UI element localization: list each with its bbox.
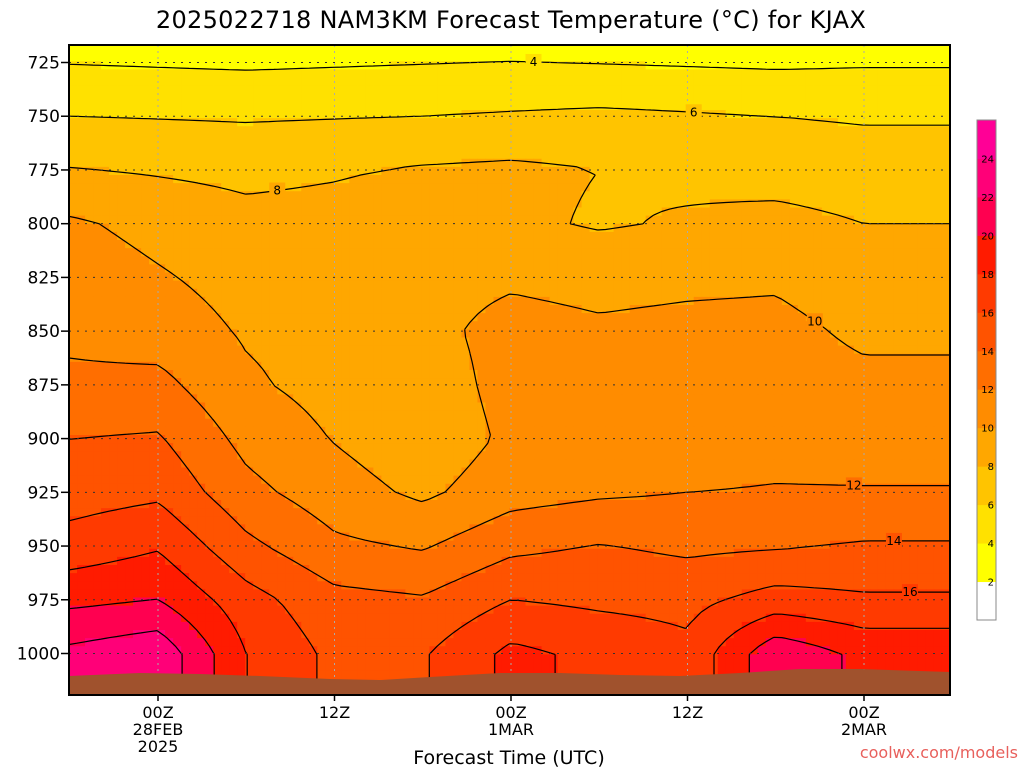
x-tick-label-h6-line0: 00Z bbox=[142, 703, 173, 722]
colorbar-label-16: 16 bbox=[981, 308, 994, 319]
ground-surface bbox=[69, 669, 950, 695]
colorbar-swatch-5 bbox=[977, 389, 996, 429]
contour-label-14: 14 bbox=[886, 534, 901, 548]
y-axis: 725 750 775 800 825 850 875 900 925 950 975 1000 bbox=[17, 54, 69, 665]
contour-line-14 bbox=[69, 431, 950, 596]
y-tick-label-775: 775 bbox=[28, 161, 60, 181]
colorbar-label-18: 18 bbox=[981, 270, 994, 281]
plot-frame bbox=[68, 44, 951, 696]
y-tick-label-975: 975 bbox=[28, 591, 60, 611]
contour-label-bg-16 bbox=[901, 584, 918, 600]
y-tick-label-1000: 1000 bbox=[17, 645, 60, 665]
x-tick-label-h54-line1: 2MAR bbox=[841, 720, 887, 739]
colorbar-label-14: 14 bbox=[981, 347, 994, 358]
colorbar-swatch-1 bbox=[977, 543, 996, 583]
colorbar-label-6: 6 bbox=[988, 501, 994, 512]
contour-label-bg-10 bbox=[806, 313, 823, 329]
x-tick-label-h30-line1: 1MAR bbox=[488, 720, 534, 739]
colorbar-swatch-8 bbox=[977, 273, 996, 313]
contour-labels: 4 6 8 10 12 14 16 bbox=[269, 53, 918, 600]
y-tick-label-825: 825 bbox=[28, 268, 60, 288]
y-tick-label-800: 800 bbox=[28, 215, 60, 235]
contour-label-8: 8 bbox=[273, 184, 281, 198]
colorbar-label-2: 2 bbox=[988, 578, 994, 589]
x-tick-label-h30-line0: 00Z bbox=[495, 703, 526, 722]
contour-label-bg-4 bbox=[525, 53, 542, 69]
colorbar-label-10: 10 bbox=[981, 424, 994, 435]
colorbar-frame bbox=[976, 119, 997, 621]
colorbar-swatch-9 bbox=[977, 235, 996, 275]
colorbar-swatch-12 bbox=[977, 120, 996, 159]
chart-title: 2025022718 NAM3KM Forecast Temperature (… bbox=[156, 6, 866, 34]
colorbar-label-4: 4 bbox=[988, 539, 994, 550]
y-tick-label-850: 850 bbox=[28, 322, 60, 342]
contour-label-bg-14 bbox=[885, 532, 902, 548]
colorbar-swatch-2 bbox=[977, 504, 996, 544]
y-tick-label-725: 725 bbox=[28, 54, 60, 74]
y-tick-label-875: 875 bbox=[28, 376, 60, 396]
y-tick-label-950: 950 bbox=[28, 537, 60, 557]
contour-label-16: 16 bbox=[902, 585, 917, 599]
y-tick-label-750: 750 bbox=[28, 107, 60, 127]
colorbar-label-22: 22 bbox=[981, 193, 994, 204]
contour-line-4 bbox=[69, 60, 950, 71]
colorbar-swatch-4 bbox=[977, 427, 996, 467]
credit-link[interactable]: coolwx.com/models bbox=[860, 743, 1018, 762]
contour-line-18 bbox=[69, 550, 950, 695]
contour-lines bbox=[69, 60, 950, 695]
colorbar-swatch-7 bbox=[977, 312, 996, 352]
contour-line-8 bbox=[69, 159, 950, 231]
colorbar-label-24: 24 bbox=[981, 154, 994, 165]
colorbar-label-8: 8 bbox=[988, 462, 994, 473]
x-axis-title: Forecast Time (UTC) bbox=[413, 747, 604, 768]
contour-label-10: 10 bbox=[807, 314, 822, 328]
contour-label-6: 6 bbox=[690, 105, 698, 119]
temperature-field bbox=[69, 45, 950, 695]
x-tick-label-h6-line2: 2025 bbox=[138, 737, 179, 756]
y-tick-label-900: 900 bbox=[28, 430, 60, 450]
contour-label-bg-12 bbox=[845, 477, 862, 493]
x-tick-label-h42-line0: 12Z bbox=[672, 703, 703, 722]
colorbar-swatch-6 bbox=[977, 350, 996, 390]
colorbar-swatch-0 bbox=[977, 581, 996, 621]
y-tick-label-925: 925 bbox=[28, 483, 60, 503]
x-tick-label-h54-line0: 00Z bbox=[848, 703, 879, 722]
contour-label-12: 12 bbox=[846, 478, 861, 492]
colorbar-label-12: 12 bbox=[981, 385, 994, 396]
colorbar-swatch-10 bbox=[977, 196, 996, 236]
grid-lines bbox=[69, 45, 950, 695]
x-tick-label-h6-line1: 28FEB bbox=[133, 720, 184, 739]
colorbar-swatch-11 bbox=[977, 158, 996, 198]
contour-label-bg-6 bbox=[685, 104, 702, 120]
contour-label-bg-8 bbox=[269, 182, 286, 198]
colorbar-swatch-3 bbox=[977, 466, 996, 506]
x-tick-label-h18-line0: 12Z bbox=[319, 703, 350, 722]
colorbar-label-20: 20 bbox=[981, 231, 994, 242]
contour-label-4: 4 bbox=[530, 55, 538, 69]
